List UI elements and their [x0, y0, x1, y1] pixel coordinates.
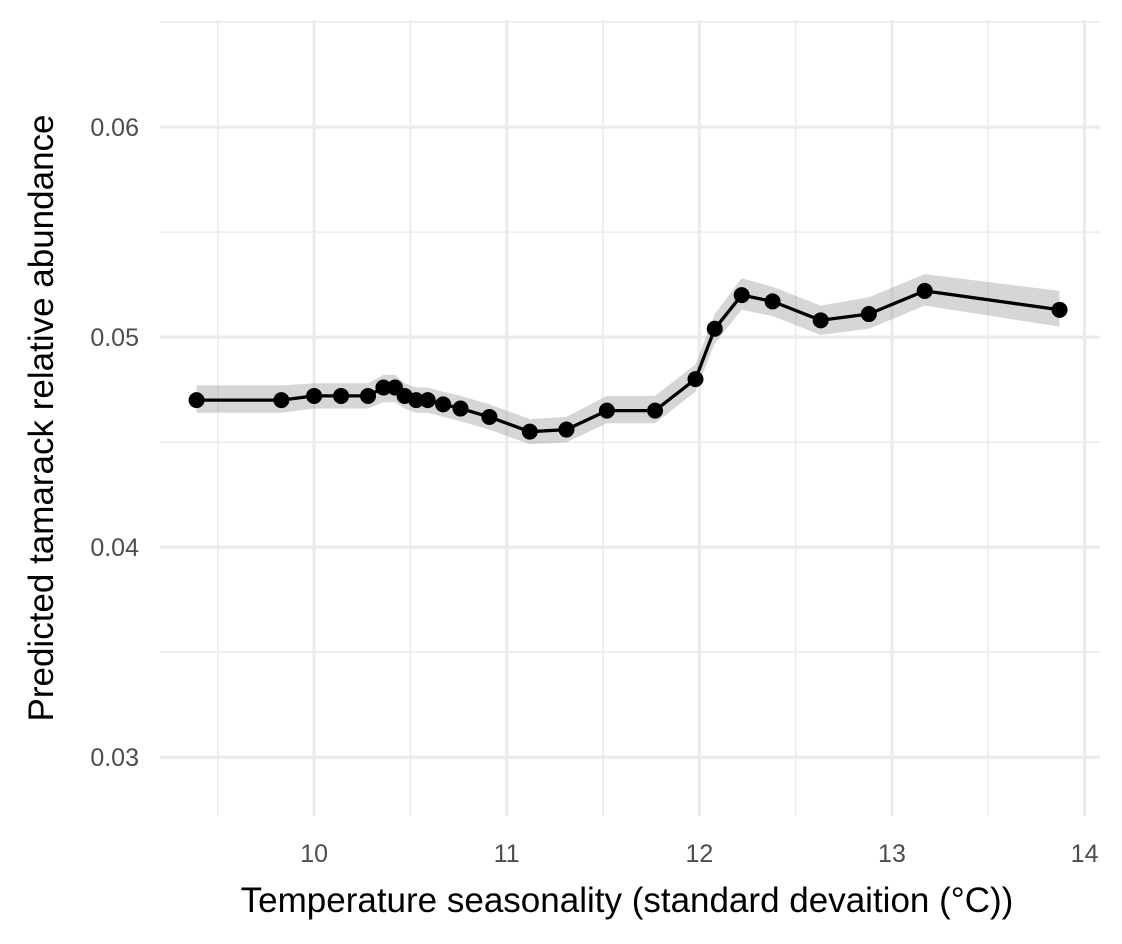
minor-grid	[160, 20, 1100, 816]
data-point	[188, 392, 205, 409]
series-line	[196, 289, 1060, 434]
y-tick-label: 0.06	[90, 114, 139, 142]
data-points	[188, 282, 1068, 440]
data-point	[733, 287, 750, 304]
data-point	[647, 402, 664, 419]
data-point	[706, 320, 723, 337]
y-tick-label: 0.04	[90, 534, 139, 562]
data-point	[419, 392, 436, 409]
data-point	[452, 400, 469, 417]
data-point	[916, 282, 933, 299]
data-point	[435, 396, 452, 413]
y-tick-labels: 0.03 0.04 0.05 0.06	[90, 114, 139, 772]
data-point	[273, 392, 290, 409]
x-tick-label: 13	[878, 840, 906, 868]
data-point	[306, 387, 323, 404]
x-tick-label: 12	[685, 840, 713, 868]
data-point	[860, 306, 877, 323]
data-point	[558, 421, 575, 438]
data-point	[764, 293, 781, 310]
y-tick-label: 0.05	[90, 324, 139, 352]
x-tick-label: 10	[300, 840, 328, 868]
data-point	[521, 423, 538, 440]
y-tick-label: 0.03	[90, 744, 139, 772]
major-grid	[160, 20, 1100, 816]
x-tick-labels: 10 11 12 13 14	[300, 840, 1098, 868]
y-axis-title: Predicted tamarack relative abundance	[22, 114, 61, 721]
data-point	[408, 392, 425, 409]
data-point	[598, 402, 615, 419]
x-axis-title: Temperature seasonality (standard devait…	[241, 881, 1014, 920]
confidence-ribbon	[196, 274, 1060, 445]
data-point	[687, 371, 704, 388]
data-point	[333, 387, 350, 404]
x-tick-label: 14	[1071, 840, 1099, 868]
data-point	[360, 387, 377, 404]
data-point	[375, 379, 392, 396]
data-point	[481, 408, 498, 425]
x-tick-label: 11	[494, 840, 520, 868]
data-point	[1051, 301, 1068, 318]
data-point	[812, 312, 829, 329]
